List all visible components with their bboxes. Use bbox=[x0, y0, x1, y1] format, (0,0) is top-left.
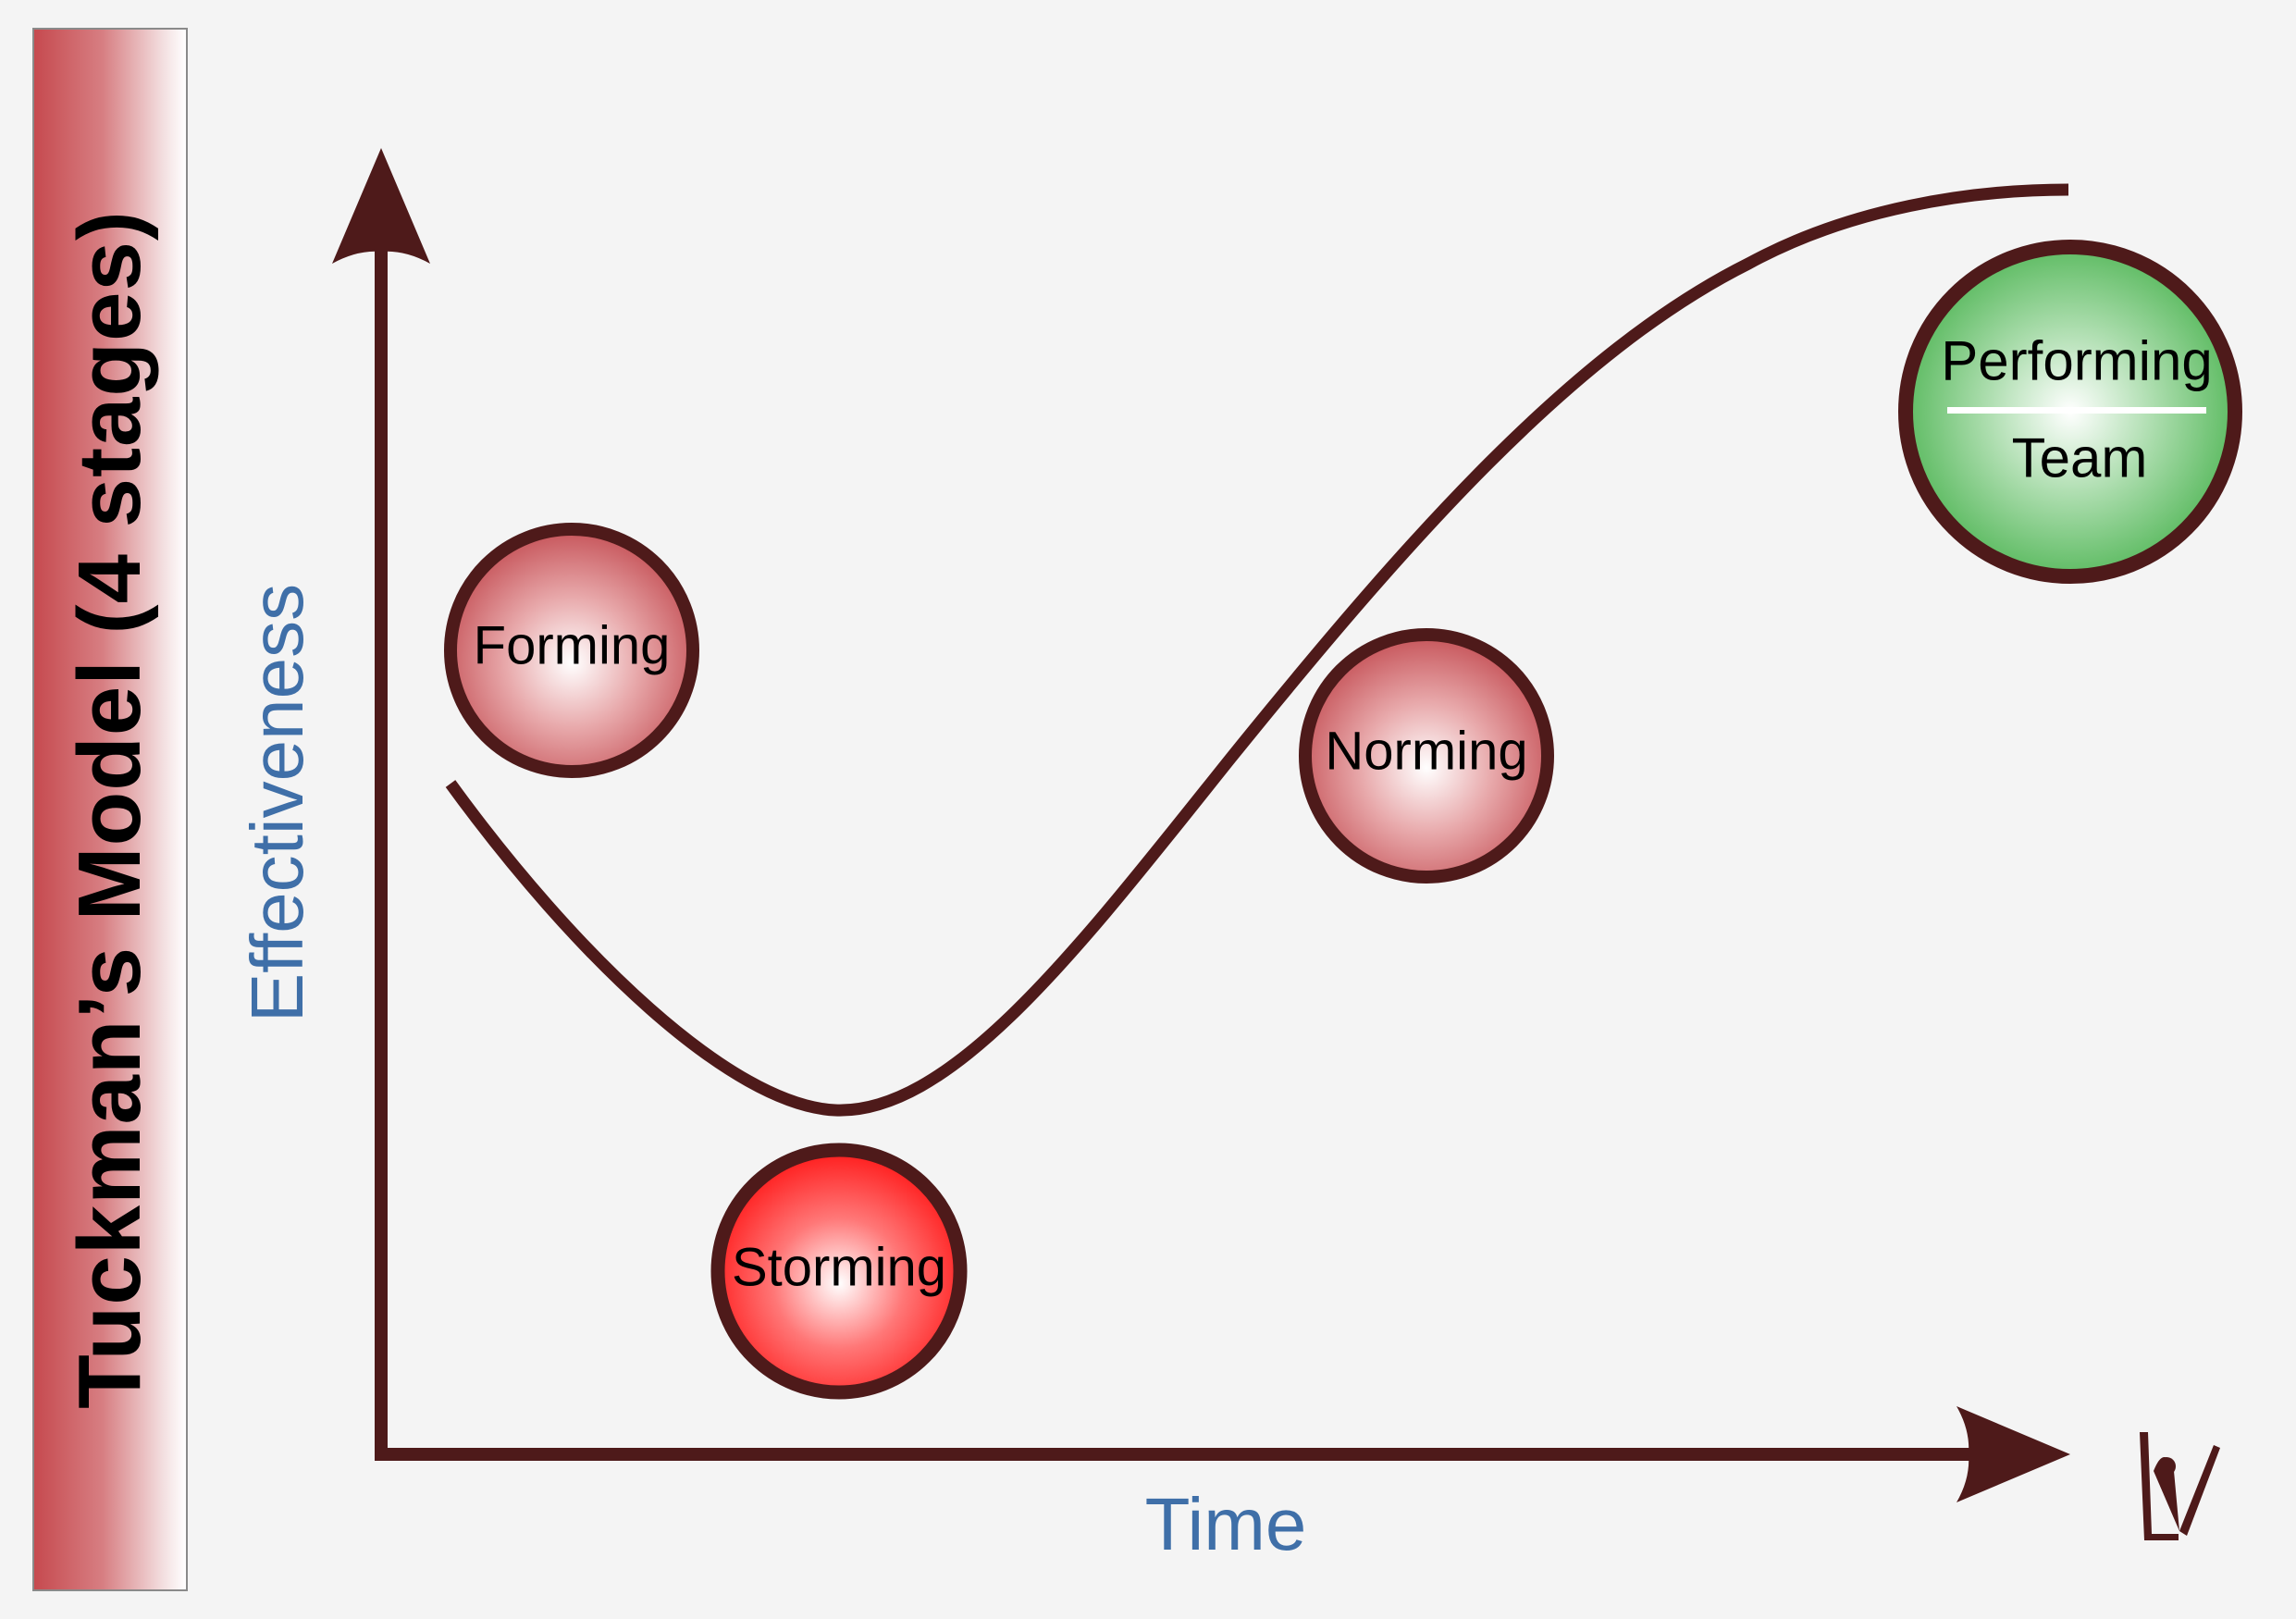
x-axis-arrowhead bbox=[1957, 1406, 2070, 1502]
storming-circle bbox=[710, 1143, 968, 1400]
performing-label: Performing bbox=[1941, 329, 2213, 392]
x-axis-label: Time bbox=[1144, 1483, 1307, 1565]
performing-divider bbox=[1947, 407, 2206, 414]
side-banner bbox=[32, 28, 188, 1591]
y-axis-label: Effectiveness bbox=[236, 583, 318, 1023]
norming-circle bbox=[1299, 628, 1554, 884]
norming-label: Norming bbox=[1325, 721, 1528, 782]
forming-circle bbox=[444, 523, 699, 778]
y-axis-arrowhead bbox=[332, 148, 430, 264]
brand-logo-icon bbox=[2140, 1432, 2220, 1540]
forming-label: Forming bbox=[473, 615, 671, 676]
team-label: Team bbox=[2011, 426, 2148, 489]
storming-label: Storming bbox=[731, 1237, 947, 1298]
effectiveness-curve bbox=[445, 183, 2069, 1117]
